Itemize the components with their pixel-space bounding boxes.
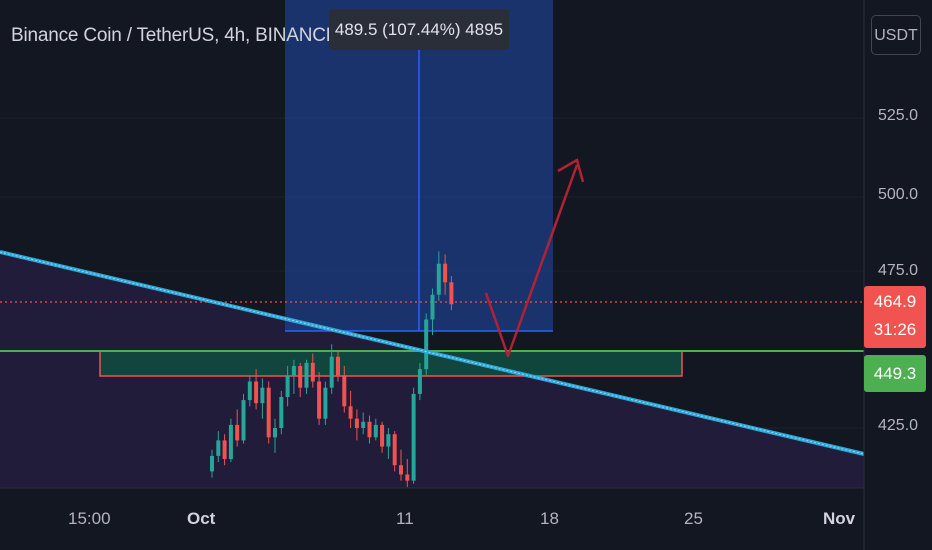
y-tick-label: 500.0 — [878, 186, 919, 203]
y-tick-label: 425.0 — [878, 417, 919, 434]
measure-tooltip: 489.5 (107.44%) 4895 — [329, 9, 509, 50]
candle-body — [392, 434, 397, 466]
candle-body — [241, 400, 246, 441]
candle-body — [247, 381, 252, 401]
x-tick-label: 25 — [684, 509, 703, 528]
candle-body — [216, 440, 221, 456]
candle-body — [411, 393, 416, 481]
candle-body — [266, 387, 271, 438]
candle-body — [291, 366, 296, 376]
candle-body — [329, 356, 334, 388]
candle-body — [235, 424, 240, 441]
x-tick-label: 11 — [396, 509, 414, 528]
candle-body — [304, 362, 309, 388]
candle-body — [361, 421, 366, 428]
candle-body — [449, 282, 454, 305]
candle-body — [443, 263, 448, 283]
candle-body — [348, 406, 353, 419]
candle-body — [430, 294, 435, 320]
x-tick-label: 18 — [540, 509, 559, 528]
candle-body — [342, 375, 347, 407]
candle-body — [228, 424, 233, 459]
candles-group — [210, 251, 454, 487]
current-price-value: 464.9 — [873, 292, 917, 311]
candle-body — [354, 418, 359, 428]
x-tick-label: 15:00 — [68, 509, 111, 528]
candle-body — [260, 387, 265, 404]
candle-body — [424, 319, 429, 370]
candle-body — [405, 474, 410, 481]
candle-body — [254, 381, 259, 404]
y-tick-label: 525.0 — [878, 107, 919, 124]
x-tick-label: Nov — [823, 509, 856, 528]
current-price-badge: 464.9 31:26 — [864, 286, 926, 348]
candle-body — [436, 263, 441, 295]
candle-body — [298, 366, 303, 388]
bar-countdown: 31:26 — [873, 320, 917, 339]
support-price-badge: 449.3 — [864, 355, 926, 392]
candle-body — [317, 381, 322, 419]
currency-button[interactable]: USDT — [871, 15, 921, 55]
symbol-title: Binance Coin / TetherUS, 4h, BINANCE — [11, 25, 339, 46]
candle-body — [323, 387, 328, 419]
candle-body — [367, 421, 372, 438]
candle-body — [210, 455, 214, 472]
trendline[interactable] — [0, 250, 865, 456]
projection-arrow[interactable] — [484, 164, 579, 358]
x-tick-label: Oct — [187, 509, 216, 528]
candle-body — [417, 369, 422, 394]
support-zone[interactable] — [99, 350, 683, 377]
candle-body — [310, 362, 315, 382]
candle-body — [222, 440, 227, 459]
y-tick-label: 475.0 — [878, 262, 919, 279]
candle-body — [285, 375, 290, 397]
candle-body — [380, 424, 385, 447]
candle-body — [336, 356, 340, 376]
candle-body — [373, 424, 378, 438]
candle-body — [273, 428, 277, 438]
candle-body — [386, 434, 391, 447]
candle-body — [399, 465, 403, 475]
projection-arrowhead — [557, 158, 585, 183]
candle-body — [279, 397, 284, 428]
